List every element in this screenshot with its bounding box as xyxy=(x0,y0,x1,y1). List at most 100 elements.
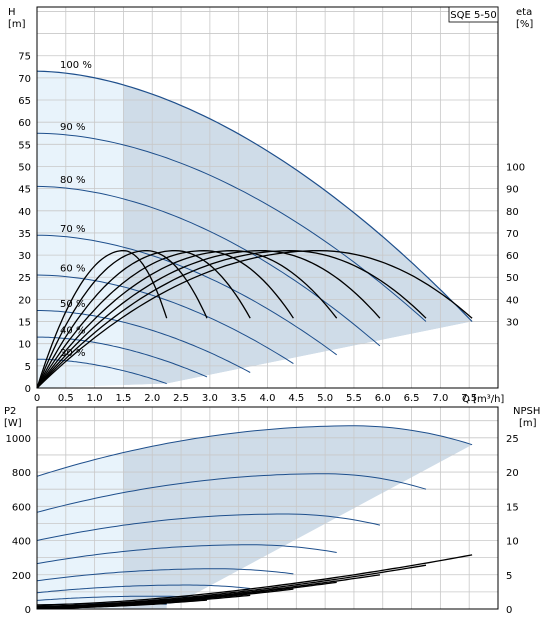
efficiency-curve xyxy=(36,250,294,389)
y-tick-label: 65 xyxy=(18,96,31,107)
power-curve xyxy=(36,473,427,513)
power-curve xyxy=(36,584,251,594)
head-curve-label: 60 % xyxy=(60,264,85,275)
y-tick-label: 10 xyxy=(18,340,31,351)
h-axis-unit: [m] xyxy=(8,19,26,30)
x-tick-label: 6.0 xyxy=(375,393,391,404)
y-tick-label: 0 xyxy=(25,384,31,395)
operating-area-dark xyxy=(37,71,473,388)
x-tick-label: 4.5 xyxy=(288,393,304,404)
bottom-area-dark xyxy=(37,425,473,609)
head-curve-label: 80 % xyxy=(60,175,85,186)
bottom-operating-area xyxy=(37,425,498,609)
npsh-axis-unit: [m] xyxy=(519,418,537,429)
bottom-plot-frame xyxy=(36,406,499,610)
operating-area-light xyxy=(37,71,124,388)
x-tick-label: 2.5 xyxy=(173,393,189,404)
head-curve xyxy=(36,274,294,365)
p2-tick-label: 0 xyxy=(25,605,31,616)
x-tick-label: 3.0 xyxy=(202,393,218,404)
top-curves: 100 % 90 % 80 % 70 % 60 % 50 % 40 % 30 % xyxy=(36,60,473,389)
npsh-tick-label: 20 xyxy=(506,468,519,479)
efficiency-curve xyxy=(36,250,338,389)
p2-axis-label: P2 xyxy=(4,406,16,417)
head-curve-label: 70 % xyxy=(60,224,85,235)
x-tick-label: 7.5 xyxy=(461,393,477,404)
power-curve xyxy=(36,544,337,565)
x-tick-label: 6.5 xyxy=(404,393,420,404)
head-curve-label: 40 % xyxy=(60,326,85,337)
bottom-area-cut xyxy=(166,444,498,609)
npsh-tick-label: 25 xyxy=(506,434,519,445)
npsh-curve xyxy=(36,554,473,606)
x-tick-label: 3.5 xyxy=(231,393,247,404)
npsh-curve xyxy=(36,564,427,607)
chart-title: SQE 5-50 xyxy=(450,10,496,21)
y-tick-label: 40 xyxy=(18,207,31,218)
efficiency-curve xyxy=(36,250,381,389)
y2-tick-label: 40 xyxy=(506,295,519,306)
y-tick-label: 55 xyxy=(18,140,31,151)
y-tick-label: 30 xyxy=(18,251,31,262)
head-curve-label: 50 % xyxy=(60,299,85,310)
x-tick-label: 1.5 xyxy=(115,393,131,404)
head-curve-label: 30 % xyxy=(60,348,85,359)
top-plot-frame xyxy=(36,6,499,389)
y-tick-label: 70 xyxy=(18,74,31,85)
x-tick-label: 0 xyxy=(34,393,40,404)
x-tick-label: 1.0 xyxy=(87,393,103,404)
power-curve xyxy=(36,568,294,582)
head-curve xyxy=(37,234,337,356)
top-axes: 0 0.5 1.0 1.5 2.0 2.5 3.0 3.5 4.0 4.5 5.0 5.5 6.0 6.5… xyxy=(18,6,525,404)
y-tick-label: 25 xyxy=(18,273,31,284)
head-curve xyxy=(36,132,427,322)
p2-tick-label: 800 xyxy=(12,468,31,479)
y2-tick-label: 100 xyxy=(506,162,525,173)
x-tick-label: 5.5 xyxy=(346,393,362,404)
p2-tick-label: 200 xyxy=(12,571,31,582)
p2-tick-label: 400 xyxy=(12,537,31,548)
y-tick-label: 50 xyxy=(18,162,31,173)
q-axis-label: Q [m³/h] xyxy=(462,394,504,405)
y2-tick-label: 50 xyxy=(506,273,519,284)
title-box xyxy=(448,6,499,23)
efficiency-curve xyxy=(36,250,427,389)
npsh-tick-label: 5 xyxy=(506,571,512,582)
power-curve xyxy=(36,513,381,541)
x-tick-label: 4.0 xyxy=(260,393,276,404)
npsh-tick-label: 15 xyxy=(506,502,519,513)
head-curve-label: 100 % xyxy=(60,60,92,71)
bottom-axes: 0 200 400 600 800 1000 0 5 10 15 20 25 xyxy=(6,406,519,616)
y2-tick-label: 30 xyxy=(506,318,519,329)
head-curve-label: 90 % xyxy=(60,122,85,133)
npsh-tick-label: 0 xyxy=(506,605,512,616)
y-tick-label: 15 xyxy=(18,318,31,329)
power-curve xyxy=(36,425,473,477)
y2-tick-label: 80 xyxy=(506,207,519,218)
y-tick-label: 75 xyxy=(18,52,31,63)
p2-axis-unit: [W] xyxy=(4,418,22,429)
x-tick-label: 0.5 xyxy=(58,393,74,404)
eta-axis-label: eta xyxy=(516,7,532,18)
head-curve xyxy=(36,70,473,322)
efficiency-curve xyxy=(36,250,473,389)
npsh-tick-label: 10 xyxy=(506,537,519,548)
x-tick-label: 5.0 xyxy=(317,393,333,404)
y-tick-label: 20 xyxy=(18,295,31,306)
npsh-axis-label: NPSH xyxy=(513,406,540,417)
eta-axis-unit: [%] xyxy=(516,19,533,30)
y-tick-label: 5 xyxy=(25,362,31,373)
npsh-curve xyxy=(37,602,167,609)
y-tick-label: 60 xyxy=(18,118,31,129)
y-tick-label: 35 xyxy=(18,229,31,240)
h-axis-label: H xyxy=(8,7,16,18)
y2-tick-label: 70 xyxy=(506,229,519,240)
npsh-curve xyxy=(37,574,380,608)
y2-tick-label: 90 xyxy=(506,185,519,196)
x-tick-label: 2.0 xyxy=(144,393,160,404)
y-tick-label: 45 xyxy=(18,185,31,196)
bottom-area-light xyxy=(37,452,124,609)
y2-tick-label: 60 xyxy=(506,251,519,262)
x-tick-label: 7.0 xyxy=(432,393,448,404)
